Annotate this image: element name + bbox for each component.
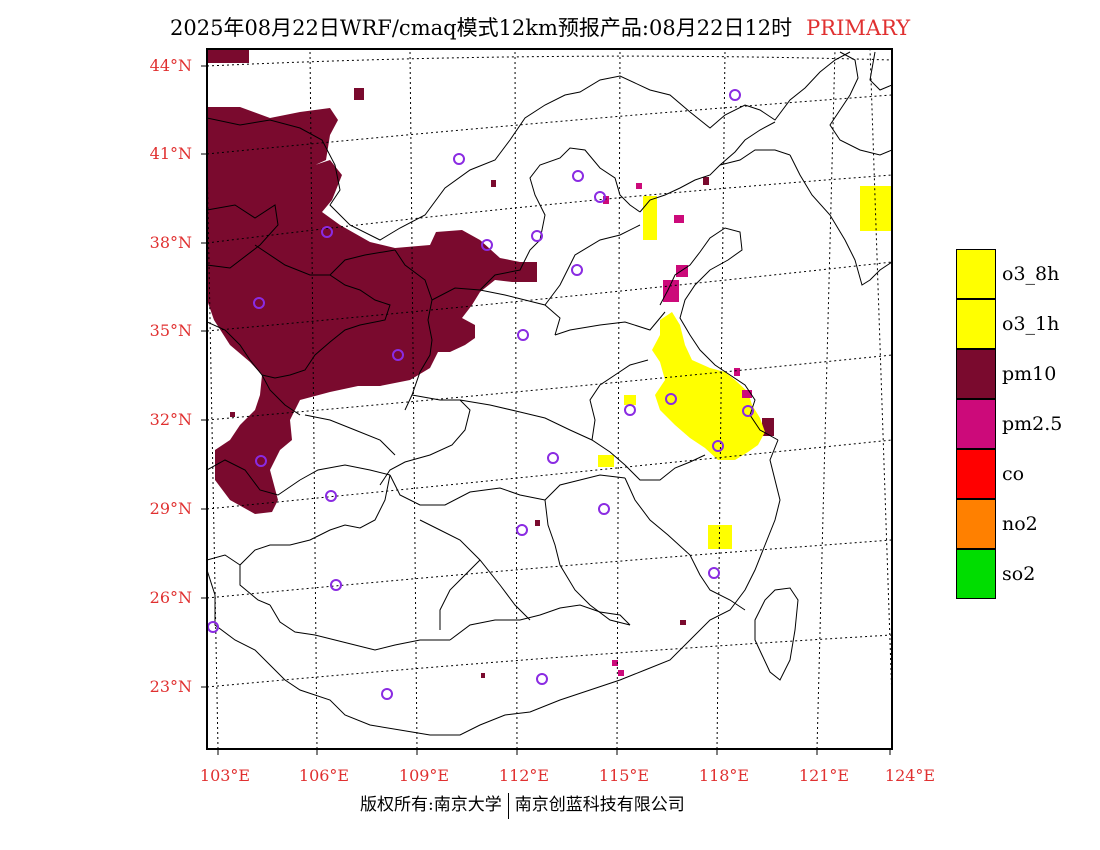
lat-label-29n: 29°N <box>149 499 192 518</box>
pm10-blob <box>535 520 540 526</box>
pm10-blob <box>354 88 364 100</box>
lon-label-124e: 124°E <box>884 766 936 785</box>
legend-label: o3_8h <box>1002 263 1060 285</box>
station-marker <box>598 503 610 515</box>
copyright-right: 南京创蓝科技有限公司 <box>514 795 685 815</box>
station-marker <box>531 230 543 242</box>
lon-label-118e: 118°E <box>698 766 750 785</box>
station-marker <box>481 239 493 251</box>
pm25-blob <box>734 368 740 376</box>
title-tag: PRIMARY <box>806 16 911 40</box>
lat-label-41n: 41°N <box>149 144 192 163</box>
station-marker <box>712 440 724 452</box>
station-marker <box>516 524 528 536</box>
lat-label-44n: 44°N <box>149 56 192 75</box>
legend-swatch <box>956 299 996 349</box>
pm10-blob <box>680 620 686 625</box>
legend-swatch <box>956 499 996 549</box>
lat-label-38n: 38°N <box>149 233 192 252</box>
legend-swatch <box>956 249 996 299</box>
map-frame <box>206 48 893 750</box>
pm25-blob <box>603 196 609 204</box>
lat-label-26n: 26°N <box>149 588 192 607</box>
legend-label: pm10 <box>1002 363 1057 385</box>
station-marker <box>572 170 584 182</box>
pm10-blob <box>481 673 485 678</box>
copyright-footer: 版权所有:南京大学 南京创蓝科技有限公司 <box>360 790 685 819</box>
station-marker <box>742 405 754 417</box>
pm10-blob <box>230 412 235 417</box>
legend-label: no2 <box>1002 513 1038 535</box>
station-marker <box>536 673 548 685</box>
graticule <box>207 49 892 749</box>
legend-swatch <box>956 449 996 499</box>
station-marker <box>321 226 333 238</box>
lat-label-32n: 32°N <box>149 410 192 429</box>
station-marker <box>729 89 741 101</box>
station-marker <box>255 455 267 467</box>
map-title: 2025年08月22日WRF/cmaq模式12km预报产品:08月22日12时 P… <box>170 12 910 42</box>
legend-label: so2 <box>1002 563 1036 585</box>
lon-label-112e: 112°E <box>498 766 550 785</box>
o3-blob <box>643 196 657 240</box>
lon-label-103e: 103°E <box>199 766 251 785</box>
legend-label: pm2.5 <box>1002 413 1063 435</box>
copyright-left: 版权所有:南京大学 <box>360 795 502 815</box>
legend-swatch <box>956 349 996 399</box>
pm10-blob <box>207 49 249 63</box>
station-marker <box>547 452 559 464</box>
pm25-blob <box>676 265 688 277</box>
pm25-blob <box>618 670 624 676</box>
lon-label-109e: 109°E <box>398 766 450 785</box>
station-marker <box>325 490 337 502</box>
pm25-blob <box>612 660 618 666</box>
legend-swatch <box>956 399 996 449</box>
station-marker <box>594 191 606 203</box>
station-marker <box>253 297 265 309</box>
station-marker <box>708 567 720 579</box>
station-marker <box>392 349 404 361</box>
pm10-blob <box>762 418 774 436</box>
tick-marks <box>201 65 891 755</box>
pm25-blob <box>636 183 642 189</box>
lat-label-35n: 35°N <box>149 321 192 340</box>
o3-region-yangtze <box>652 312 765 460</box>
station-marker <box>665 393 677 405</box>
lon-label-106e: 106°E <box>298 766 350 785</box>
station-marker <box>624 404 636 416</box>
title-main: 2025年08月22日WRF/cmaq模式12km预报产品:08月22日12时 <box>170 16 793 40</box>
station-marker <box>453 153 465 165</box>
station-marker <box>330 579 342 591</box>
pm10-blob <box>491 180 496 187</box>
lon-label-121e: 121°E <box>798 766 850 785</box>
legend-label: co <box>1002 463 1025 485</box>
station-marker <box>381 688 393 700</box>
lon-label-115e: 115°E <box>598 766 650 785</box>
o3-blob <box>598 455 614 467</box>
pm10-region-northwest <box>207 107 537 514</box>
legend-swatch <box>956 549 996 599</box>
legend-label: o3_1h <box>1002 313 1060 335</box>
pm10-blob <box>703 177 709 185</box>
pm25-blob <box>674 215 684 223</box>
station-marker <box>207 621 219 633</box>
pm25-blob <box>742 390 752 398</box>
station-marker <box>517 329 529 341</box>
boundaries <box>207 51 892 736</box>
copyright-divider <box>507 792 509 819</box>
o3-blob <box>624 395 636 405</box>
station-markers <box>207 89 754 700</box>
lat-label-23n: 23°N <box>149 677 192 696</box>
station-marker <box>571 264 583 276</box>
